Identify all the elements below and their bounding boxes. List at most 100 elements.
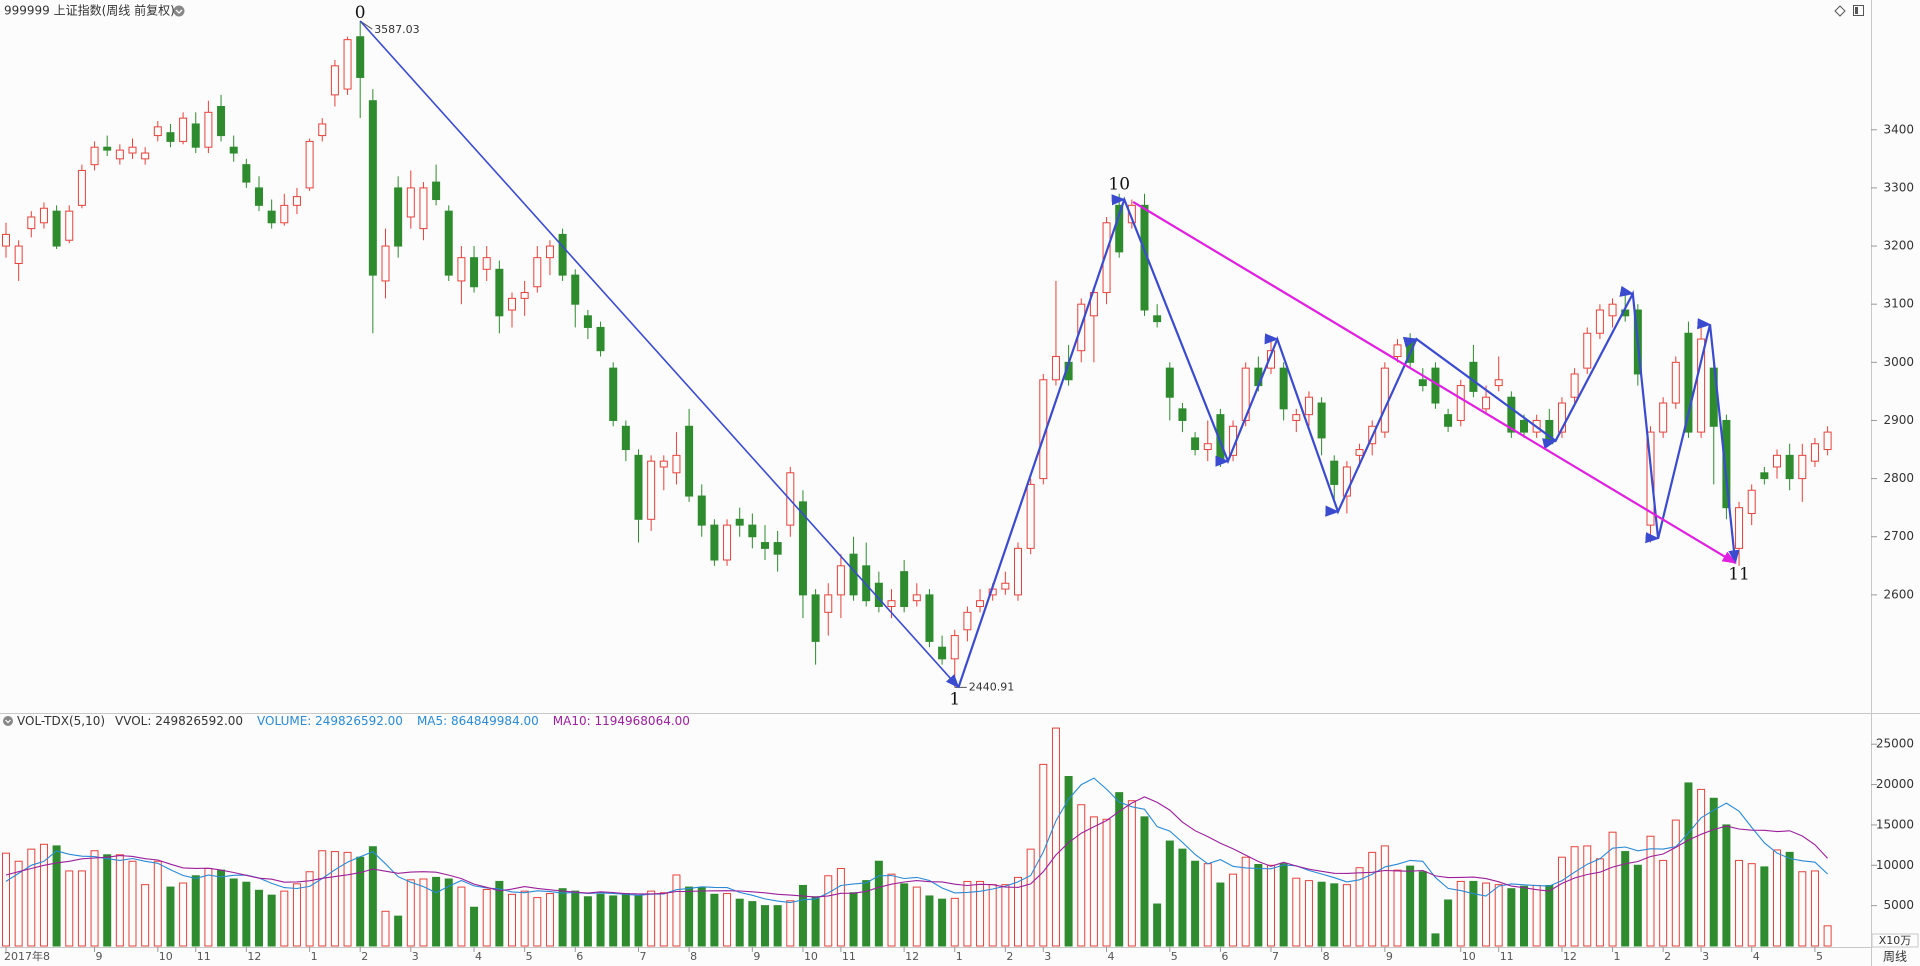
candle-body <box>634 454 643 520</box>
volume-bar <box>988 884 997 947</box>
candle-body <box>52 210 61 247</box>
volume-bar <box>1229 873 1238 947</box>
x-tick-label: 3 <box>1702 950 1709 963</box>
volume-bar <box>153 860 162 947</box>
volume-bar <box>1039 763 1048 947</box>
candle-body <box>255 187 263 206</box>
candle-body <box>1773 454 1781 468</box>
volume-bar <box>330 851 339 947</box>
x-tick-label: 10 <box>1462 950 1476 963</box>
candle-body <box>1747 489 1756 514</box>
candle-body <box>381 245 390 282</box>
candle-body <box>1191 437 1200 451</box>
candle-body <box>900 571 909 608</box>
x-tick-label: 11 <box>842 950 856 963</box>
volume-bar <box>166 886 175 947</box>
candle-body <box>1798 454 1807 480</box>
x-tick-label: 5 <box>526 950 533 963</box>
candle-body <box>39 207 48 224</box>
diamond-icon[interactable] <box>1834 5 1846 17</box>
trend-line <box>1132 200 1737 564</box>
x-tick-label: 4 <box>475 950 482 963</box>
ma-line <box>5 777 1828 904</box>
x-tick-label: 8 <box>1323 950 1330 963</box>
candle-body <box>1292 414 1301 421</box>
candle-body <box>1810 443 1819 462</box>
candle-body <box>723 524 732 561</box>
volume-bar <box>1267 864 1275 947</box>
volume-bar <box>1178 848 1187 947</box>
volume-bar <box>925 895 934 947</box>
candle-body <box>318 123 327 137</box>
candle-body <box>976 600 985 608</box>
candle-body <box>482 257 491 270</box>
volume-bar <box>938 898 947 947</box>
volume-bar <box>1608 831 1617 947</box>
volume-bar <box>583 896 592 947</box>
volume-bar <box>1570 846 1579 947</box>
volume-bar <box>811 896 820 947</box>
candle-body <box>153 126 162 137</box>
candle-body <box>1823 431 1832 451</box>
volume-bar <box>1203 863 1212 947</box>
volume-bar <box>1064 776 1073 947</box>
candle-body <box>1279 367 1288 410</box>
panel-icon[interactable] <box>1853 5 1864 16</box>
x-tick-label: 2 <box>1664 950 1671 963</box>
candle-body <box>887 600 896 608</box>
volume-bar <box>356 856 365 947</box>
wave-label: 10 <box>1108 175 1130 195</box>
volume-bar <box>1014 876 1022 947</box>
volume-bar <box>1304 880 1313 947</box>
candle-body <box>166 132 175 142</box>
volume-bar <box>1735 859 1744 947</box>
candle-body <box>1203 443 1212 451</box>
volume-bar <box>912 886 921 947</box>
volume-bar <box>2 852 10 947</box>
y-tick-label: 20000 <box>1876 777 1914 791</box>
volume-menu-icon[interactable] <box>3 716 13 726</box>
x-tick-label: 4 <box>1108 950 1115 963</box>
candle-body <box>1026 483 1035 549</box>
candle-body <box>811 594 820 642</box>
candle-body <box>545 245 554 259</box>
candle-body <box>444 210 453 276</box>
candle-body <box>128 146 137 154</box>
y-tick-label: 3400 <box>1883 122 1914 136</box>
candle-body <box>1393 344 1402 358</box>
candle-body <box>406 187 415 218</box>
volume-bar <box>976 880 985 947</box>
high-price-label: 3587.03 <box>374 23 420 36</box>
candle-body <box>824 594 833 613</box>
x-tick-label: 6 <box>576 950 583 963</box>
candle-body <box>179 117 188 142</box>
volume-bar <box>710 893 719 947</box>
volume-bar <box>39 843 48 947</box>
candle-body <box>735 518 744 526</box>
candle-body <box>267 210 276 224</box>
indicator-name: VOL-TDX(5,10) <box>17 714 105 728</box>
x-tick-label: 5 <box>1171 950 1178 963</box>
candle-body <box>1494 379 1503 387</box>
volume-bar <box>558 888 567 947</box>
volume-bar <box>1115 792 1124 947</box>
candle-body <box>1456 385 1465 421</box>
candle-body <box>836 565 845 596</box>
volume-bar <box>1823 925 1832 947</box>
volume-bar <box>685 886 694 947</box>
title-menu-icon[interactable] <box>173 5 185 17</box>
x-tick-label: 3 <box>1044 950 1051 963</box>
candle-body <box>773 542 782 555</box>
candle-body <box>1153 315 1162 323</box>
candle-body <box>508 297 516 311</box>
volume-bar <box>609 895 618 947</box>
volume-bar <box>1279 863 1288 947</box>
volume-bar <box>647 890 656 947</box>
volume-bar <box>1482 882 1491 947</box>
volume-bar <box>1380 845 1389 947</box>
volume-bar <box>1127 800 1136 947</box>
y-tick-label: 3100 <box>1883 297 1914 311</box>
y-tick-label: 2900 <box>1883 413 1914 427</box>
candle-body <box>672 454 681 474</box>
candle-body <box>912 594 921 602</box>
